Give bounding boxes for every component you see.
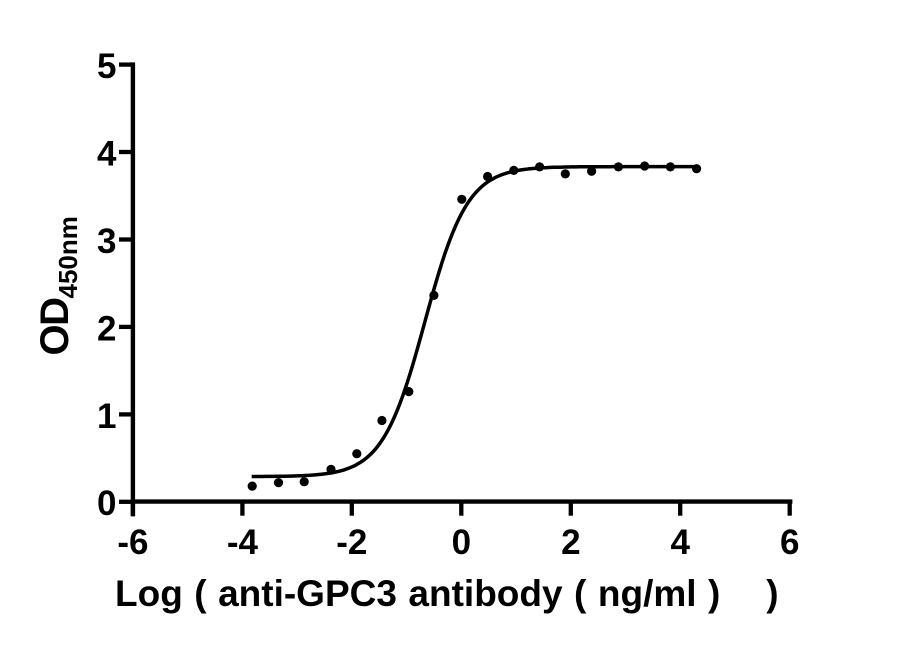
- svg-text:2: 2: [561, 523, 580, 562]
- svg-text:4: 4: [97, 134, 117, 173]
- svg-text:-2: -2: [336, 523, 367, 562]
- svg-text:0: 0: [97, 484, 116, 523]
- svg-text:-4: -4: [227, 523, 259, 562]
- svg-text:6: 6: [780, 523, 799, 562]
- svg-text:OD450nm: OD450nm: [33, 216, 83, 355]
- svg-text:3: 3: [97, 222, 116, 261]
- svg-text:2: 2: [97, 309, 116, 348]
- svg-text:-6: -6: [117, 523, 148, 562]
- svg-text:0: 0: [452, 523, 471, 562]
- svg-text:1: 1: [97, 397, 116, 436]
- svg-text:5: 5: [97, 47, 116, 86]
- svg-text:Log ( anti-GPC3 antibody ( ng/: Log ( anti-GPC3 antibody ( ng/ml ) ): [115, 573, 779, 614]
- svg-text:4: 4: [670, 523, 690, 562]
